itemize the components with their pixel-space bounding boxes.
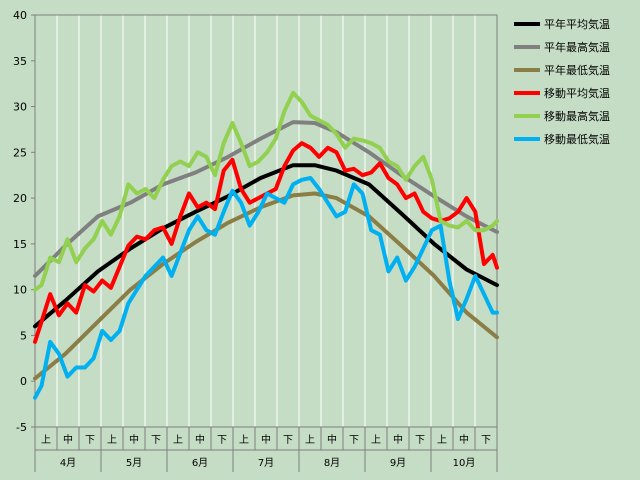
month-label: 10月 — [453, 457, 476, 469]
period-label: 中 — [393, 433, 403, 446]
y-tick-label: -5 — [16, 421, 27, 434]
y-tick-label: 5 — [20, 329, 27, 342]
period-label: 中 — [459, 433, 469, 446]
period-label: 下 — [217, 435, 227, 446]
period-label: 上 — [305, 434, 315, 446]
period-label: 上 — [371, 434, 381, 446]
legend-label: 平年最低気温 — [544, 63, 610, 77]
period-label: 上 — [41, 434, 51, 446]
y-tick-label: 35 — [13, 55, 27, 68]
y-tick-label: 10 — [13, 284, 27, 297]
period-label: 中 — [327, 433, 337, 446]
month-label: 8月 — [324, 457, 340, 469]
y-tick-label: 15 — [13, 238, 27, 251]
y-tick-label: 30 — [13, 101, 27, 114]
period-label: 上 — [239, 434, 249, 446]
period-label: 中 — [129, 433, 139, 446]
y-tick-label: 25 — [13, 146, 27, 159]
period-label: 下 — [85, 435, 95, 446]
y-tick-label: 40 — [13, 9, 27, 22]
month-label: 4月 — [60, 457, 76, 469]
legend-label: 平年最高気温 — [544, 40, 610, 54]
period-label: 上 — [107, 434, 117, 446]
month-label: 5月 — [126, 457, 142, 469]
axes: -50510152025303540上中下上中下上中下上中下上中下上中下上中下4… — [13, 9, 498, 472]
legend-label: 移動最低気温 — [544, 132, 610, 146]
series-line — [33, 176, 499, 400]
month-label: 6月 — [192, 457, 208, 469]
period-label: 上 — [437, 434, 447, 446]
period-label: 下 — [151, 435, 161, 446]
period-label: 下 — [481, 435, 491, 446]
period-label: 下 — [283, 435, 293, 446]
period-label: 中 — [261, 433, 271, 446]
month-label: 9月 — [390, 457, 406, 469]
series-group — [33, 90, 499, 400]
legend-label: 平年平均気温 — [544, 17, 610, 31]
legend-label: 移動平均気温 — [544, 86, 610, 100]
legend-label: 移動最高気温 — [544, 109, 610, 123]
period-label: 下 — [415, 435, 425, 446]
plot-area — [34, 14, 498, 428]
y-tick-label: 0 — [20, 375, 27, 388]
y-tick-label: 20 — [13, 192, 27, 205]
month-label: 7月 — [258, 457, 274, 469]
period-label: 中 — [63, 433, 73, 446]
period-label: 下 — [349, 435, 359, 446]
period-label: 中 — [195, 433, 205, 446]
series-line — [33, 163, 499, 329]
period-label: 上 — [173, 434, 183, 446]
series-line — [33, 90, 499, 292]
